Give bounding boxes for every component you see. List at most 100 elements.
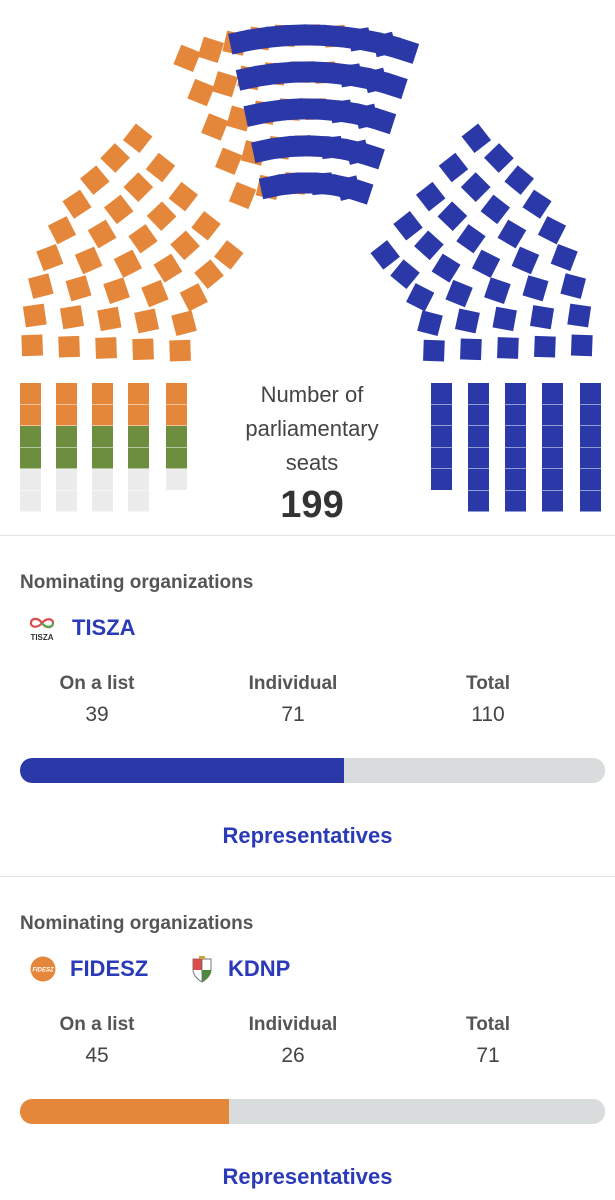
seat-total: 199 — [280, 484, 344, 526]
seat — [431, 383, 452, 404]
org-fidesz[interactable]: FIDESZ FIDESZ — [30, 956, 148, 982]
stat-total-value: 110 — [471, 703, 505, 726]
seat — [339, 26, 364, 50]
seat — [20, 469, 41, 490]
seat — [92, 469, 113, 490]
seat — [166, 426, 187, 447]
stat-individual-label: Individual — [248, 1014, 338, 1035]
org-kdnp[interactable]: KDNP — [190, 954, 290, 984]
seat — [431, 469, 452, 490]
seat — [20, 447, 41, 469]
seat — [511, 246, 540, 275]
representatives-link[interactable]: Representatives — [222, 1164, 393, 1189]
seat — [22, 303, 47, 328]
seat — [306, 135, 329, 158]
seat — [243, 101, 269, 127]
seat — [324, 136, 348, 160]
seat — [542, 447, 563, 469]
seat — [59, 305, 85, 330]
seat — [56, 490, 77, 512]
seat — [317, 98, 341, 122]
seat — [65, 275, 92, 302]
kdnp-logo-icon — [192, 956, 212, 983]
seat — [580, 404, 601, 426]
seat — [228, 181, 257, 210]
seat — [363, 67, 390, 94]
seat — [542, 404, 563, 426]
stat-list-label: On a list — [59, 673, 135, 694]
org-name-kdnp[interactable]: KDNP — [228, 956, 291, 981]
stat-total-label: Total — [466, 673, 510, 694]
seat — [468, 447, 489, 469]
stat-list-label: On a list — [59, 1014, 135, 1035]
seat — [80, 165, 110, 195]
seat — [392, 37, 420, 64]
seat — [56, 404, 77, 426]
seat — [484, 143, 514, 173]
org-name-tisza[interactable]: TISZA — [72, 615, 136, 640]
seat — [145, 152, 176, 183]
seat — [497, 337, 519, 359]
seat — [468, 469, 489, 490]
seat — [170, 230, 200, 261]
representatives-link[interactable]: Representatives — [222, 823, 393, 848]
seat — [128, 447, 149, 469]
seat — [580, 469, 601, 490]
seat — [201, 113, 229, 141]
seat — [335, 100, 360, 125]
seat — [273, 61, 297, 85]
seat — [310, 61, 333, 84]
seat — [580, 383, 601, 404]
seat — [103, 277, 130, 305]
seat — [542, 490, 563, 512]
seat — [171, 310, 197, 336]
seat — [128, 224, 158, 254]
seat — [36, 244, 64, 272]
seat — [211, 71, 238, 98]
seat — [173, 44, 201, 72]
seat — [431, 253, 461, 283]
seat — [100, 143, 130, 173]
seat — [423, 339, 445, 362]
seat — [92, 490, 113, 512]
seat — [415, 181, 446, 212]
seat — [74, 246, 103, 275]
seat — [567, 303, 592, 328]
seat — [505, 469, 526, 490]
seat — [128, 404, 149, 426]
seat — [497, 219, 527, 249]
fidesz-logo-icon: FIDESZ — [30, 956, 56, 982]
seat — [445, 279, 473, 308]
seat — [58, 335, 80, 358]
seat-label-line2: parliamentary — [245, 416, 379, 441]
seat — [580, 426, 601, 447]
stat-list-value: 39 — [85, 703, 109, 726]
seat — [504, 165, 534, 195]
seat — [20, 404, 41, 426]
seat — [471, 249, 501, 278]
stat-list-value: 45 — [85, 1044, 109, 1067]
org-name-fidesz[interactable]: FIDESZ — [70, 956, 149, 981]
seat — [92, 426, 113, 447]
seat — [166, 447, 187, 469]
seat — [28, 273, 54, 299]
seat — [580, 490, 601, 512]
seat — [265, 24, 289, 48]
seat — [187, 78, 215, 107]
nominating-label: Nominating organizations — [20, 572, 254, 593]
seat — [47, 216, 77, 245]
seat — [492, 306, 517, 332]
seat — [406, 283, 435, 312]
tisza-logo-text: TISZA — [30, 633, 53, 642]
org-tisza[interactable]: TISZA TISZA — [26, 614, 136, 642]
seat — [454, 308, 480, 334]
seat — [179, 283, 208, 312]
seat — [197, 36, 224, 63]
seat — [103, 194, 134, 225]
seat — [128, 426, 149, 447]
seat — [141, 279, 169, 308]
seat — [537, 216, 567, 245]
seat — [522, 189, 552, 219]
seat — [281, 98, 304, 121]
seat — [505, 426, 526, 447]
